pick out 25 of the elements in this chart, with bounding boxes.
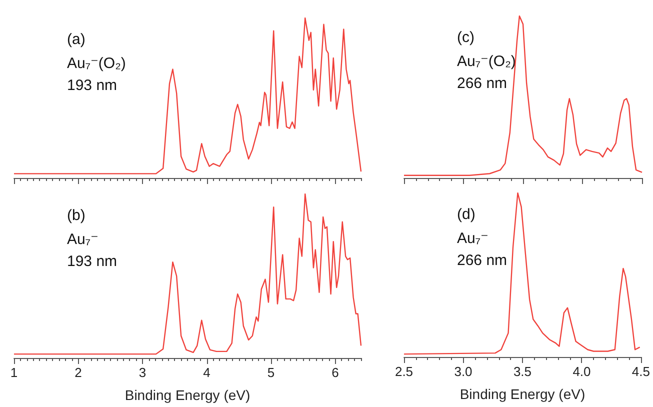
annotation: 266 nm	[456, 75, 508, 92]
x-tick-label: 3	[138, 365, 146, 380]
annotation: (a)	[66, 31, 86, 48]
x-tick-label: 1	[10, 365, 18, 380]
x-tick-label: 3.0	[454, 364, 472, 379]
x-tick-label: 4	[203, 365, 210, 380]
x-tick-label: 5	[267, 365, 275, 380]
x-axis-title: Binding Energy (eV)	[124, 387, 250, 403]
x-tick-label: 2	[74, 365, 82, 380]
annotation: 266 nm	[456, 252, 508, 269]
annotation: Au₇⁻	[67, 231, 98, 248]
x-tick-label: 2.5	[394, 364, 414, 379]
annotation: (b)	[66, 207, 86, 224]
annotation: Au₇⁻(O₂)	[67, 55, 126, 72]
annotation: Au₇⁻	[457, 230, 488, 247]
annotation: (d)	[456, 206, 476, 223]
annotation: 193 nm	[66, 253, 118, 270]
x-axis-title: Binding Energy (eV)	[460, 386, 586, 402]
annotation: Au₇⁻(O₂)	[457, 53, 516, 70]
x-tick-label: 6	[332, 365, 339, 380]
annotation: 193 nm	[66, 77, 118, 94]
x-tick-label: 3.5	[513, 364, 532, 379]
x-tick-label: 4.5	[632, 364, 650, 379]
x-tick-label: 4.0	[572, 364, 591, 379]
annotation: (c)	[456, 29, 474, 46]
